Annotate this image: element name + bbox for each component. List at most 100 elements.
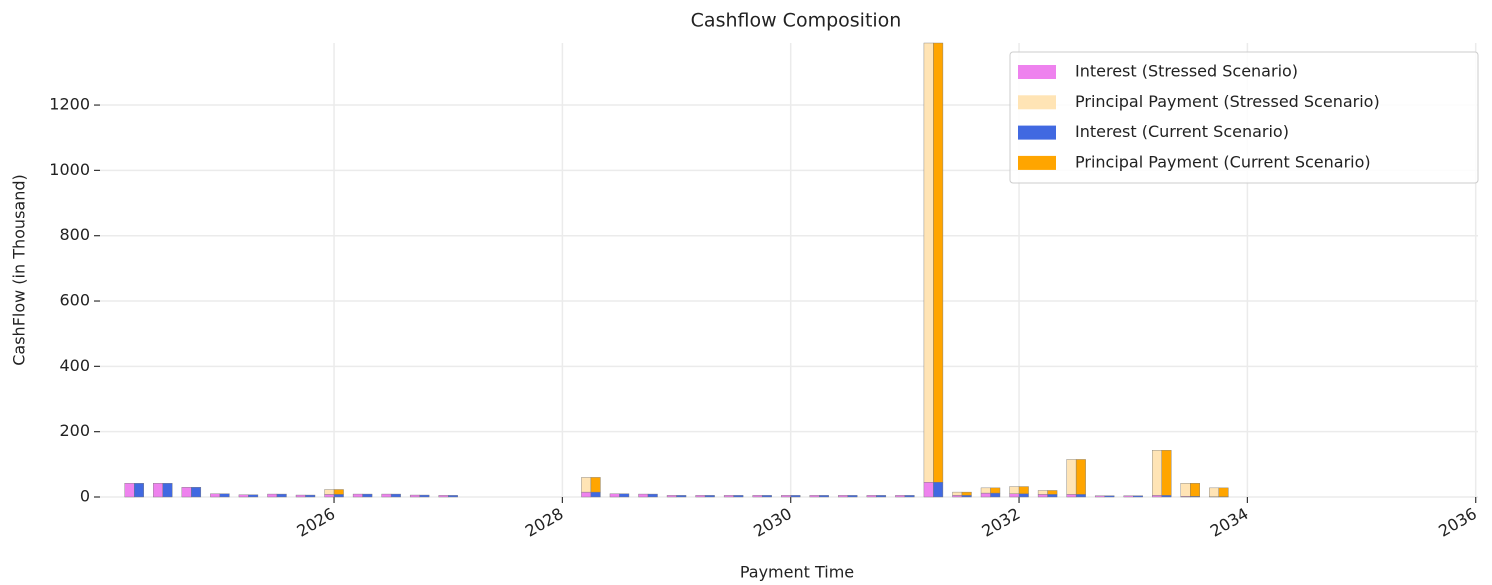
bar-segment	[904, 495, 915, 498]
bar-segment	[1104, 495, 1115, 498]
bar-segment	[295, 494, 306, 498]
bar-segment	[581, 477, 592, 493]
y-axis-label: CashFlow (in Thousand)	[10, 174, 29, 366]
bar-segment	[790, 495, 801, 498]
bar-segment	[352, 493, 363, 498]
bar-segment	[191, 487, 202, 498]
legend-label: Principal Payment (Current Scenario)	[1075, 152, 1371, 171]
bar-segment	[781, 495, 791, 498]
bar-segment	[248, 494, 259, 498]
bar-segment	[723, 495, 734, 498]
bar-segment	[895, 495, 906, 498]
legend-swatch	[1018, 95, 1056, 110]
bar-segment	[419, 494, 430, 498]
bar-segment	[638, 493, 649, 498]
bar-segment	[1047, 494, 1058, 498]
bar-segment	[590, 477, 601, 493]
bar-segment	[1152, 450, 1162, 496]
bar-segment	[153, 483, 163, 498]
bar-segment	[761, 495, 772, 498]
y-tick-label: 0	[80, 487, 90, 506]
y-tick-label: 1000	[49, 160, 90, 179]
bar-segment	[390, 493, 401, 498]
x-tick-label: 2032	[979, 504, 1024, 541]
bar-segment	[581, 491, 592, 498]
bar-segment	[704, 495, 715, 498]
bar-segment	[876, 495, 887, 498]
bar-segment	[1066, 459, 1077, 495]
legend-label: Principal Payment (Stressed Scenario)	[1075, 92, 1380, 111]
bar-segment	[1218, 487, 1229, 497]
bar-segment	[162, 483, 173, 498]
bar-segment	[438, 495, 449, 498]
y-tick-label: 1200	[49, 95, 90, 114]
bar-segment	[847, 495, 858, 498]
x-tick-label: 2026	[294, 504, 339, 541]
chart-title: Cashflow Composition	[691, 10, 902, 32]
bar-segment	[1066, 494, 1077, 498]
bar-segment	[267, 493, 278, 498]
legend-swatch	[1018, 125, 1056, 140]
bar-segment	[134, 483, 144, 498]
bar-segment	[409, 494, 420, 498]
bar-segment	[819, 495, 829, 498]
bar-segment	[752, 495, 763, 498]
y-tick-label: 600	[59, 291, 90, 310]
bar-segment	[238, 494, 249, 498]
bar-segment	[1018, 493, 1029, 498]
bar-segment	[1047, 490, 1058, 495]
bar-segment	[952, 491, 963, 496]
bar-segment	[324, 494, 335, 498]
bar-segment	[666, 495, 677, 498]
bar-segment	[362, 493, 373, 498]
x-axis-label: Payment Time	[740, 563, 854, 582]
bar-segment	[1009, 493, 1020, 498]
bar-segment	[1018, 486, 1029, 494]
bar-segment	[1037, 490, 1048, 495]
bar-segment	[961, 491, 972, 496]
bar-segment	[1209, 487, 1220, 497]
bar-segment	[990, 487, 1001, 494]
bar-segment	[980, 487, 991, 494]
bar-segment	[619, 493, 630, 498]
y-tick-label: 200	[59, 421, 90, 440]
legend-label: Interest (Current Scenario)	[1075, 122, 1289, 141]
bar-segment	[952, 495, 963, 498]
bar-segment	[219, 493, 230, 498]
bar-segment	[933, 482, 944, 498]
y-tick-label: 400	[59, 356, 90, 375]
legend-swatch	[1018, 65, 1056, 79]
bar-segment	[923, 42, 934, 483]
bar-segment	[1094, 495, 1105, 498]
bar-segment	[838, 495, 848, 498]
x-tick-label: 2030	[750, 504, 795, 541]
bar-segment	[1075, 459, 1086, 495]
legend-label: Interest (Stressed Scenario)	[1075, 62, 1298, 81]
bar-segment	[980, 492, 991, 498]
bar-segment	[923, 482, 934, 498]
y-tick-label: 800	[59, 225, 90, 244]
bar-segment	[990, 492, 1001, 498]
bar-segment	[210, 493, 221, 498]
x-tick-label: 2034	[1207, 504, 1252, 541]
bar-segment	[333, 494, 344, 498]
bar-segment	[866, 495, 877, 498]
bar-segment	[1161, 450, 1172, 496]
bar-segment	[1161, 495, 1172, 498]
bar-segment	[1152, 495, 1162, 498]
bar-segment	[1180, 483, 1191, 497]
bar-segment	[1037, 494, 1048, 498]
bar-segment	[647, 493, 658, 498]
bar-segment	[590, 491, 601, 498]
bar-segment	[961, 495, 972, 498]
x-tick-label: 2036	[1435, 504, 1480, 541]
bar-segment	[1009, 486, 1020, 494]
bar-segment	[276, 493, 287, 498]
x-tick-label: 2028	[522, 504, 567, 541]
bar-segment	[695, 495, 706, 498]
bar-segment	[448, 495, 458, 498]
bar-segment	[609, 493, 620, 498]
bar-segment	[676, 495, 687, 498]
bar-segment	[1123, 495, 1134, 498]
